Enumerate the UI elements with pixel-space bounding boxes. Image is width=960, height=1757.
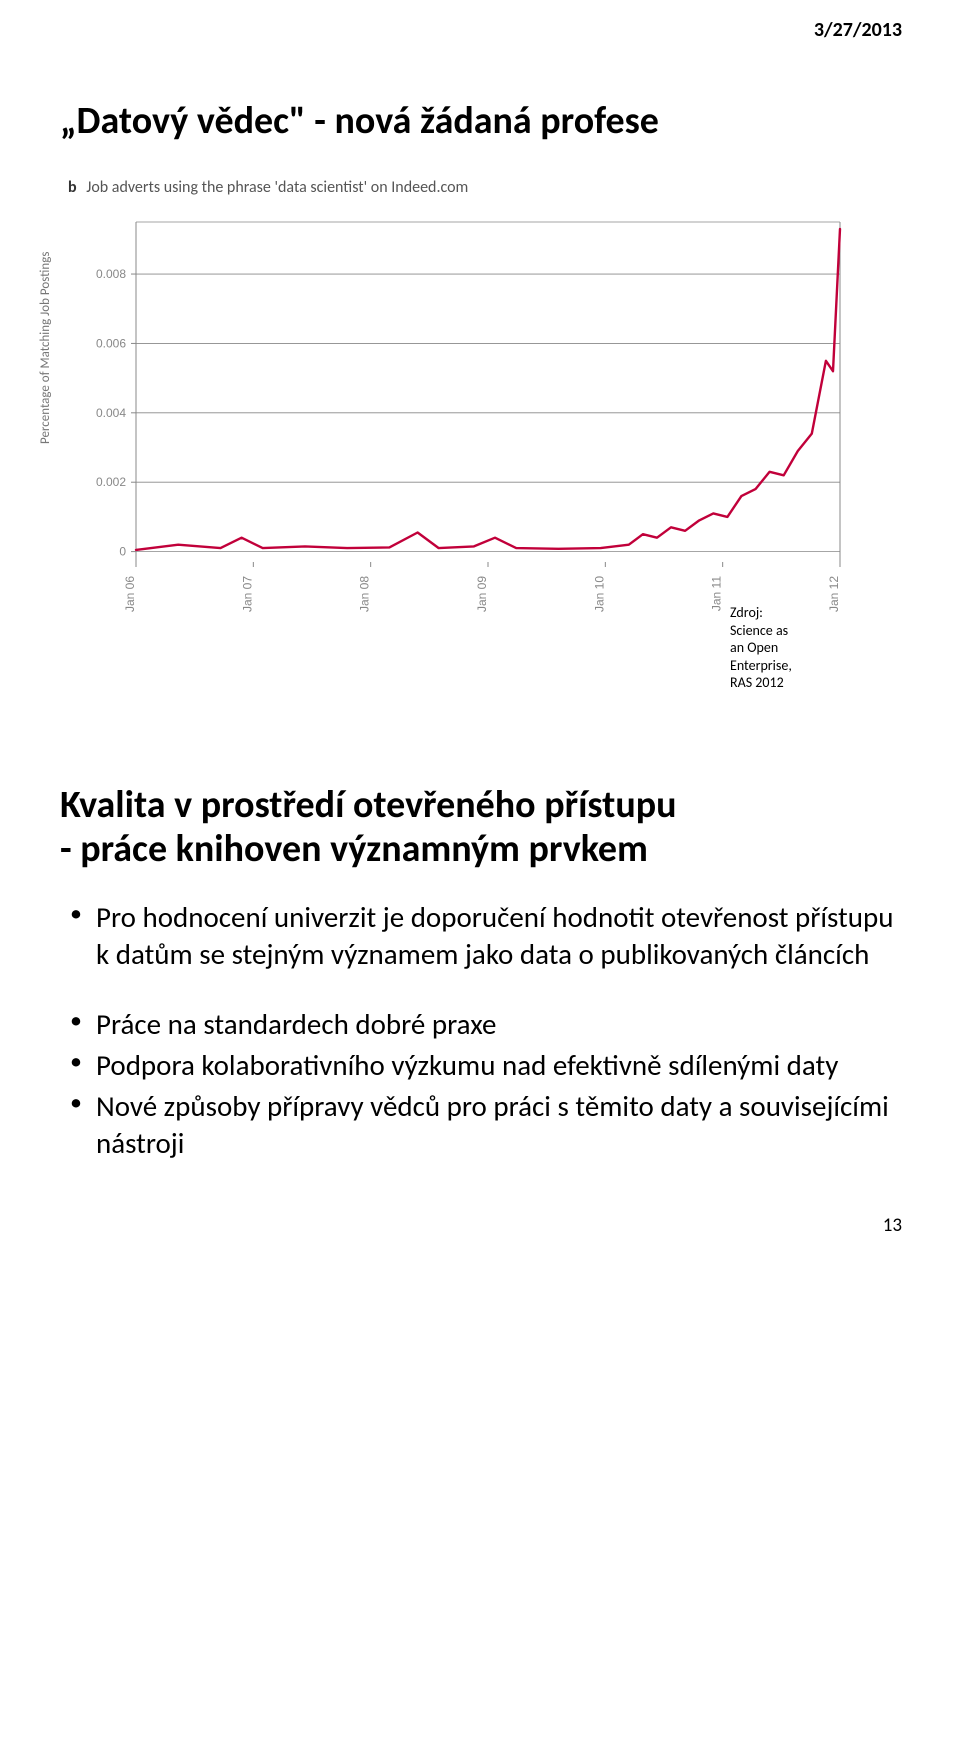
svg-text:0.008: 0.008 (96, 267, 126, 281)
source-l1: Science as (730, 622, 788, 639)
svg-text:Jan 07: Jan 07 (240, 576, 254, 612)
svg-text:0.002: 0.002 (96, 475, 126, 489)
bullet-2: Práce na standardech dobré praxe (64, 1006, 900, 1043)
svg-text:Jan 10: Jan 10 (592, 576, 606, 612)
bullet-4: Nové způsoby přípravy vědců pro práci s … (64, 1088, 900, 1162)
chart-caption-label: b (68, 178, 77, 197)
slide-1: „Datový vědec" - nová žádaná profese b J… (60, 0, 900, 694)
source-l2: an Open (730, 639, 778, 656)
source-l3: Enterprise, (730, 657, 792, 674)
source-l4: RAS 2012 (730, 674, 784, 691)
svg-text:Jan 06: Jan 06 (123, 576, 137, 612)
page-number: 13 (0, 1166, 960, 1263)
svg-text:Jan 09: Jan 09 (475, 576, 489, 612)
slide-2: Kvalita v prostředí otevřeného přístupu … (60, 694, 900, 1162)
svg-text:0.004: 0.004 (96, 406, 126, 420)
chart-caption: b Job adverts using the phrase 'data sci… (68, 178, 468, 197)
chart-caption-text: Job adverts using the phrase 'data scien… (86, 178, 468, 197)
slide2-title-l1: Kvalita v prostředí otevřeného přístupu (60, 782, 677, 828)
chart-source: Zdroj: Science as an Open Enterprise, RA… (730, 604, 840, 692)
slide2-title: Kvalita v prostředí otevřeného přístupu … (60, 784, 900, 871)
svg-text:Jan 11: Jan 11 (710, 576, 724, 611)
bullet-list-1: Pro hodnocení univerzit je doporučení ho… (64, 899, 900, 973)
chart-svg: 0 0.002 0.004 0.006 0.008 Jan 06 Jan 07 Jan 08 J… (50, 204, 870, 634)
source-label: Zdroj: (730, 604, 763, 621)
chart-region: b Job adverts using the phrase 'data sci… (50, 174, 900, 694)
svg-text:0.006: 0.006 (96, 336, 126, 350)
bullet-3: Podpora kolaborativního výzkumu nad efek… (64, 1047, 900, 1084)
slide1-title: „Datový vědec" - nová žádaná profese (60, 98, 900, 144)
bullet-list-2: Práce na standardech dobré praxe Podpora… (64, 1006, 900, 1162)
svg-text:Jan 08: Jan 08 (358, 576, 372, 612)
svg-text:0: 0 (119, 545, 126, 559)
header-date: 3/27/2013 (814, 18, 902, 42)
slide2-title-l2: - práce knihoven významným prvkem (60, 826, 648, 872)
bullet-1: Pro hodnocení univerzit je doporučení ho… (64, 899, 900, 973)
